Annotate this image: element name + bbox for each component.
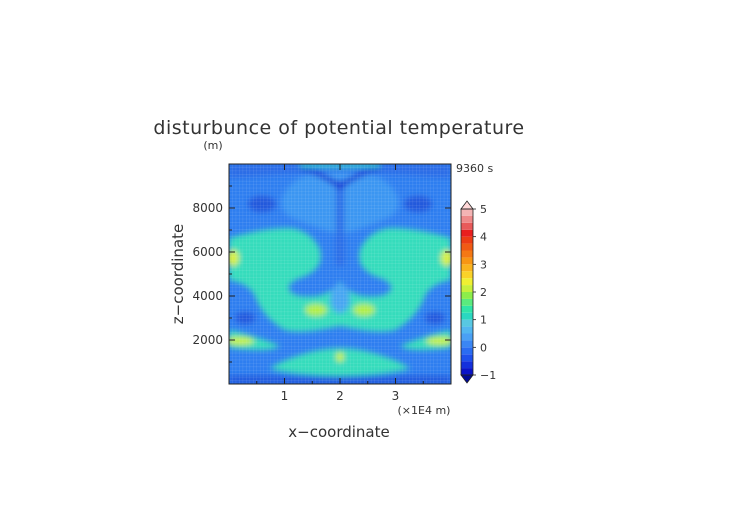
x-tick-label: 1	[281, 389, 289, 403]
colorbar-segment	[461, 271, 473, 279]
colorbar-tick-label: 4	[480, 231, 487, 244]
y-tick-label: 6000	[192, 245, 223, 259]
colorbar-segment	[461, 285, 473, 292]
y-tick-label: 2000	[192, 333, 223, 347]
contour-region	[229, 337, 254, 345]
x-tick-label: 2	[336, 389, 344, 403]
contour-region	[330, 284, 350, 314]
colorbar-segment	[461, 257, 473, 265]
y-unit-label: (m)	[203, 139, 222, 152]
x-axis-label: x−coordinate	[288, 423, 389, 441]
colorbar-tick-label: 0	[480, 341, 487, 354]
colorbar-segment	[461, 354, 473, 362]
colorbar-segment	[461, 312, 473, 320]
colorbar-segment	[461, 305, 473, 313]
contour-region	[248, 196, 276, 212]
colorbar-tick-label: 5	[480, 203, 487, 216]
plot-area	[229, 164, 451, 384]
colorbar-segment	[461, 319, 473, 327]
colorbar-tick-label: −1	[480, 369, 496, 382]
contour-region	[235, 312, 255, 324]
colorbar-tick-label: 3	[480, 258, 487, 271]
colorbar-segment	[461, 222, 473, 230]
contour-region	[336, 180, 344, 266]
contour-region	[336, 352, 344, 362]
colorbar-segment	[461, 326, 473, 334]
y-axis-label: z−coordinate	[169, 224, 187, 324]
contour-region	[353, 304, 375, 316]
contour-region	[441, 250, 451, 266]
x-scale-note: (×1E4 m)	[398, 404, 451, 417]
colorbar-segment	[461, 215, 473, 223]
contour-region	[400, 330, 451, 350]
contour-region	[305, 304, 327, 316]
chart-title: disturbunce of potential temperature	[153, 117, 524, 139]
grid-lines	[229, 164, 451, 384]
colorbar-segment	[461, 278, 473, 286]
colorbar-segment	[461, 298, 473, 306]
colorbar: −1 0 1 2 3 4 5	[460, 200, 496, 384]
colorbar-segment	[461, 236, 473, 244]
colorbar-segment	[461, 361, 473, 369]
colorbar-segment	[461, 243, 473, 251]
contour-region	[229, 250, 239, 266]
contour-region	[404, 196, 432, 212]
colorbar-segment	[461, 209, 473, 216]
x-axis: 1 2 3	[228, 164, 452, 403]
contour-region	[229, 228, 451, 332]
colorbar-over-triangle	[460, 200, 474, 210]
contour-region	[425, 312, 445, 324]
y-tick-label: 8000	[192, 201, 223, 215]
colorbar-segment	[461, 292, 473, 299]
time-label: 9360 s	[456, 162, 493, 175]
colorbar-tick-label: 2	[480, 286, 487, 299]
y-axis: 2000 4000 6000 8000	[192, 185, 451, 363]
colorbar-segment	[461, 340, 473, 348]
colorbar-segment	[461, 347, 473, 355]
contour-region	[426, 337, 451, 345]
colorbar-tick-label: 1	[480, 314, 487, 327]
colorbar-under-triangle	[460, 374, 474, 384]
contour-region	[300, 166, 380, 190]
colorbar-segment	[461, 250, 473, 258]
y-tick-label: 4000	[192, 289, 223, 303]
colorbar-segment	[461, 229, 473, 237]
contour-region	[229, 330, 280, 350]
colorbar-segment	[461, 264, 473, 272]
colorbar-segment	[461, 368, 473, 375]
colorbar-segment	[461, 333, 473, 341]
x-tick-label: 3	[392, 389, 400, 403]
